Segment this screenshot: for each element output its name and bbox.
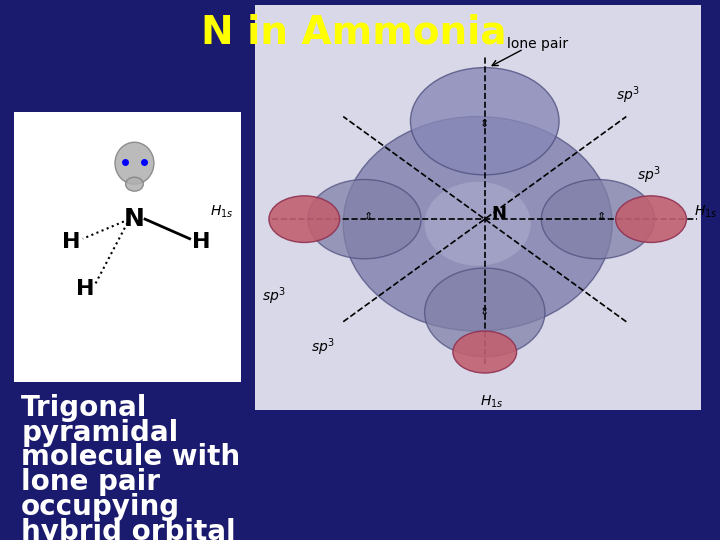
Ellipse shape: [453, 331, 517, 373]
Text: $H_{1s}$: $H_{1s}$: [480, 394, 503, 410]
FancyBboxPatch shape: [14, 112, 240, 382]
Text: H: H: [76, 279, 94, 299]
Ellipse shape: [410, 68, 559, 175]
Text: H: H: [192, 232, 211, 253]
Ellipse shape: [616, 196, 686, 242]
Ellipse shape: [269, 196, 340, 242]
Text: lone pair: lone pair: [21, 468, 161, 496]
Text: ⇕: ⇕: [480, 119, 490, 129]
Text: lone pair: lone pair: [508, 37, 568, 51]
Ellipse shape: [125, 177, 143, 191]
Text: ⇕: ⇕: [364, 212, 373, 222]
Text: $sp^3$: $sp^3$: [637, 164, 661, 186]
FancyBboxPatch shape: [255, 5, 701, 410]
Text: N: N: [492, 206, 506, 224]
Text: $sp^3$: $sp^3$: [616, 85, 640, 106]
Ellipse shape: [308, 179, 421, 259]
Text: hybrid orbital: hybrid orbital: [21, 517, 236, 540]
Text: $sp^3$: $sp^3$: [311, 336, 336, 358]
Ellipse shape: [115, 142, 154, 184]
Text: N in Ammonia: N in Ammonia: [201, 14, 507, 52]
Text: Trigonal: Trigonal: [21, 394, 148, 422]
Ellipse shape: [343, 117, 612, 331]
Text: N: N: [124, 207, 145, 231]
Ellipse shape: [541, 179, 654, 259]
Text: occupying: occupying: [21, 493, 180, 521]
Text: pyramidal: pyramidal: [21, 418, 179, 447]
Text: H: H: [61, 232, 80, 253]
Text: $H_{1s}$: $H_{1s}$: [210, 204, 233, 220]
Text: molecule with: molecule with: [21, 443, 240, 471]
Ellipse shape: [425, 182, 531, 266]
Text: ⇕: ⇕: [597, 212, 606, 222]
Text: $H_{1s}$: $H_{1s}$: [693, 204, 717, 220]
Text: ⇕: ⇕: [480, 307, 490, 318]
Text: $sp^3$: $sp^3$: [262, 285, 286, 307]
Ellipse shape: [425, 268, 545, 357]
